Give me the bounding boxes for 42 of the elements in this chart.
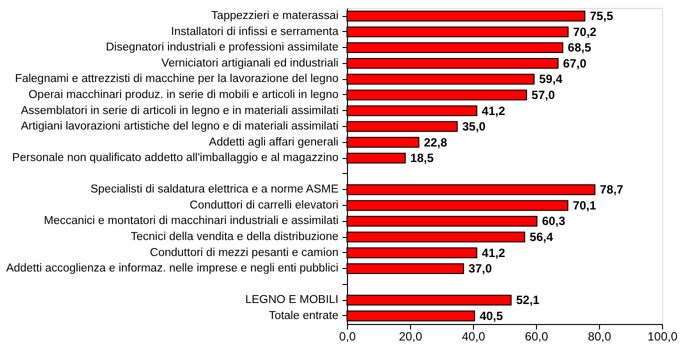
data-label: 52,1 <box>516 293 540 308</box>
y-tick-label: Specialisti di saldatura elettrica e a norme ASME <box>90 184 339 196</box>
data-label: 70,1 <box>572 198 596 212</box>
y-tick-label: Verniciatori artigianali ed industriali <box>161 57 338 70</box>
data-label: 35,0 <box>462 120 486 134</box>
y-tick-label: Assemblatori in serie di articoli in legno e in materiali assimilati <box>20 104 338 117</box>
x-tick-label: 0,0 <box>339 330 356 344</box>
y-tick-label: Tecnici della vendita e della distribuzione <box>130 231 338 244</box>
y-tick-label: Addetti agli affari generali <box>208 136 338 148</box>
data-label: 67,0 <box>563 56 587 70</box>
y-tick-label: Totale entrate <box>268 310 338 322</box>
x-tick-label: 20,0 <box>398 330 422 344</box>
y-tick-label: Falegnami e attrezzisti di macchine per la lavorazione del legno <box>15 73 338 86</box>
y-tick-label: Installatori di infissi e serramenta <box>171 26 340 38</box>
data-label: 78,7 <box>600 182 624 197</box>
x-tick-label: 100,0 <box>647 330 678 344</box>
data-label: 56,4 <box>530 230 554 244</box>
x-tick-label: 40,0 <box>462 330 486 344</box>
data-label: 37,0 <box>468 262 492 276</box>
y-tick-label: Conduttori di carrelli elevatori <box>190 199 338 212</box>
y-tick-label: Tappezzieri e materassai <box>211 10 338 22</box>
data-label: 18,5 <box>410 151 434 166</box>
y-tick-label: Personale non qualificato addetto all'imballaggio e al magazzino <box>12 152 338 164</box>
y-tick-label: Disegnatori industriali e professioni assimilate <box>106 42 338 54</box>
x-tick-label: 80,0 <box>588 330 612 344</box>
data-label: 22,8 <box>424 135 448 150</box>
y-tick-label: Conduttori di mezzi pesanti e camion <box>150 246 338 259</box>
y-tick-label: Artigiani lavorazioni artistiche del legno e di materiali assimilati <box>20 120 338 133</box>
y-tick-label: Operai macchinari produz. in serie di mobili e articoli in legno <box>28 88 338 101</box>
data-label: 60,3 <box>542 214 566 228</box>
y-tick-label: Addetti accoglienza e informaz. nelle imprese e negli enti pubblici <box>6 262 338 275</box>
data-label: 41,2 <box>482 246 506 260</box>
data-label: 40,5 <box>480 308 504 323</box>
x-tick-label: 60,0 <box>524 330 548 344</box>
y-tick-label: Meccanici e montatori di macchinari industriali e assimilati <box>44 215 338 228</box>
data-label: 68,5 <box>568 40 592 55</box>
y-tick-label: LEGNO E MOBILI <box>245 294 338 306</box>
data-label: 59,4 <box>539 72 563 86</box>
data-label: 75,5 <box>590 9 614 24</box>
data-label: 70,2 <box>573 24 597 39</box>
data-label: 41,2 <box>482 104 506 118</box>
data-label: 57,0 <box>532 88 556 102</box>
